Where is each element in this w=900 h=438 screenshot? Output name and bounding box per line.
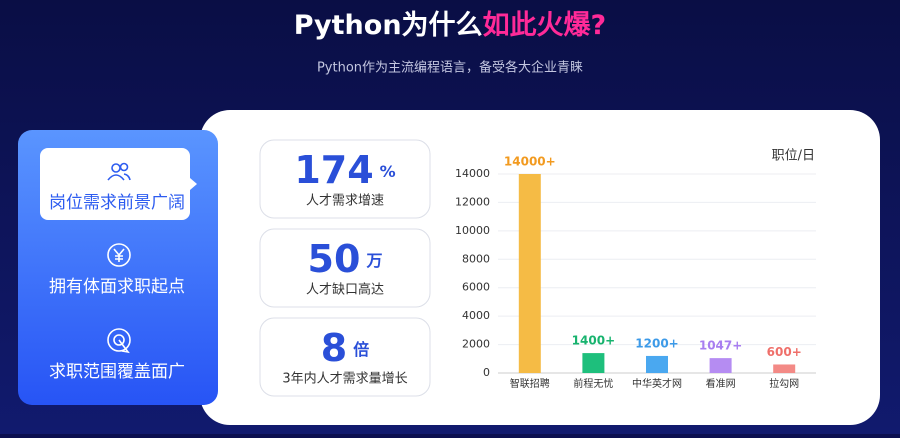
data-label: 14000+ <box>504 155 556 169</box>
stat-label: 人才需求增速 <box>306 194 384 209</box>
data-label: 600+ <box>767 345 802 359</box>
icon-yen <box>107 243 131 267</box>
icon-target <box>107 328 131 354</box>
stat-unit: % <box>380 162 396 181</box>
title: Python为什么如此火爆? <box>294 10 606 41</box>
bar <box>773 364 796 373</box>
data-label: 1047+ <box>699 339 742 353</box>
menu-pointer <box>190 178 197 190</box>
menu-item[interactable]: 求职范围覆盖面广 <box>49 362 185 382</box>
y-tick-label: 0 <box>483 366 490 379</box>
y-axis-label: 职位/日 <box>772 149 815 164</box>
icon-people <box>107 162 131 181</box>
subtitle: Python作为主流编程语言，备受各大企业青睐 <box>317 60 583 76</box>
stat-unit: 万 <box>365 251 382 270</box>
x-tick-label: 前程无忧 <box>573 377 613 390</box>
stat-number: 174 <box>294 148 373 192</box>
bar <box>518 174 541 373</box>
bar <box>709 358 732 373</box>
menu-item[interactable]: 岗位需求前景广阔 <box>49 193 185 213</box>
y-tick-label: 6000 <box>462 281 490 294</box>
stat-label: 人才缺口高达 <box>306 282 384 298</box>
stat-value: 174% <box>294 148 395 192</box>
bar <box>582 353 605 373</box>
bar <box>646 355 668 373</box>
title-highlight: 如此火爆? <box>483 10 607 41</box>
menu-active-box[interactable] <box>40 148 190 220</box>
data-label: 1200+ <box>635 336 678 350</box>
stat-card <box>259 139 431 219</box>
stat-number: 50 <box>308 237 361 281</box>
y-tick-label: 4000 <box>462 309 490 322</box>
y-tick-label: 12000 <box>455 195 490 208</box>
stat-number: 8 <box>321 326 347 370</box>
x-tick-label: 智联招聘 <box>510 377 550 390</box>
y-tick-label: 8000 <box>462 252 490 265</box>
data-label: 1400+ <box>572 334 615 348</box>
stat-card <box>259 228 431 308</box>
title-main: Python为什么 <box>294 10 483 41</box>
y-tick-label: 14000 <box>455 167 490 180</box>
stat-unit: 倍 <box>353 340 369 359</box>
y-tick-label: 2000 <box>462 338 490 351</box>
stat-label: 3年内人才需求量增长 <box>282 371 407 387</box>
chart: 职位/日 0 2000 4000 6000 8000 10000 12000 14000 智联招聘… <box>455 149 816 390</box>
y-tick-label: 10000 <box>455 224 490 237</box>
stat-value: 50 万 <box>308 237 383 281</box>
x-tick-label: 看准网 <box>706 377 736 390</box>
x-tick-label: 中华英才网 <box>632 377 682 390</box>
menu-item[interactable]: 拥有体面求职起点 <box>49 277 185 297</box>
stat-card <box>259 317 431 397</box>
x-tick-label: 拉勾网 <box>769 377 799 390</box>
